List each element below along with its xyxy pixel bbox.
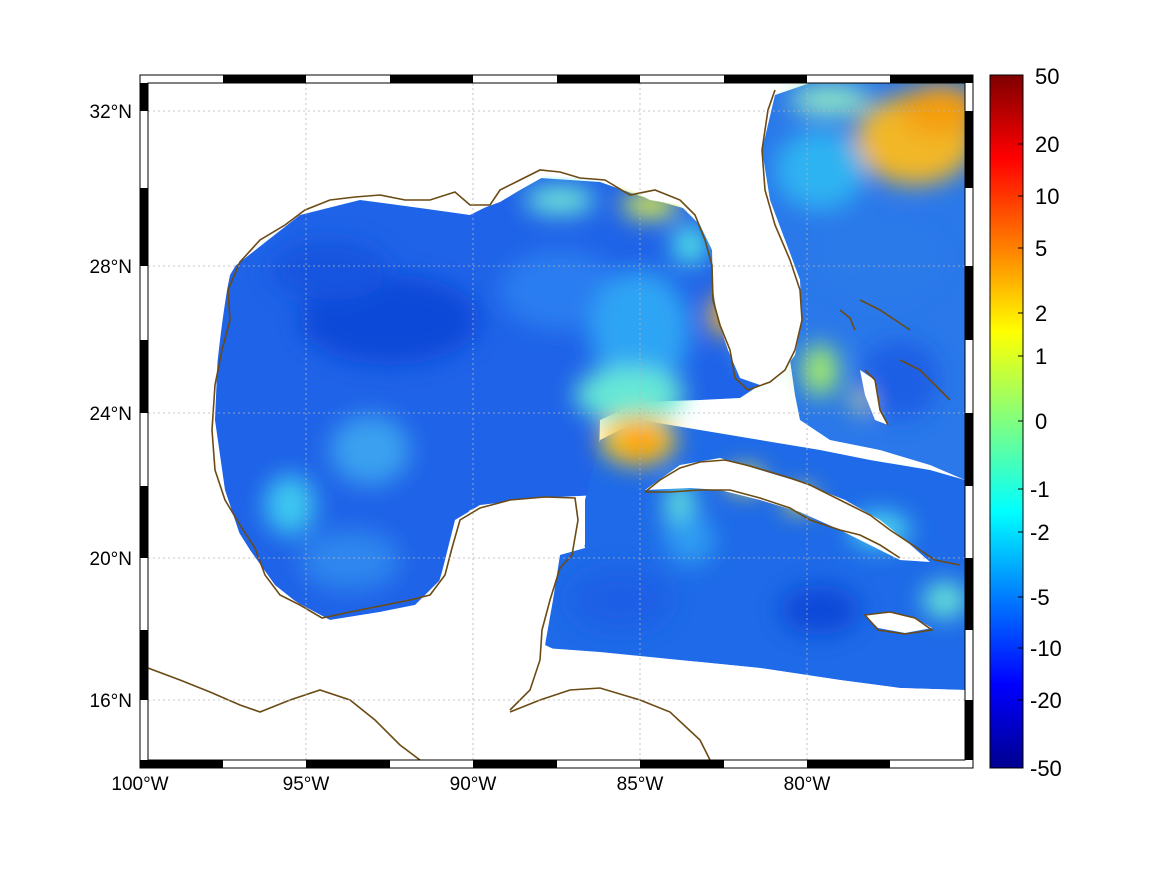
lon-tick-labels: 100°W 95°W 90°W 85°W 80°W (111, 774, 830, 795)
lat-tick-label: 24°N (90, 404, 132, 425)
colorbar: 50 20 10 5 2 1 0 -1 -2 -5 -10 -20 -50 (990, 64, 1062, 781)
lon-tick-label: 85°W (617, 774, 664, 795)
colorbar-label: 0 (1035, 409, 1047, 434)
colorbar-label: -5 (1030, 585, 1050, 610)
lon-tick-label: 80°W (784, 774, 831, 795)
lat-tick-label: 16°N (90, 691, 132, 712)
colorbar-label: -20 (1030, 688, 1062, 713)
lat-tick-label: 20°N (90, 549, 132, 570)
lat-tick-label: 28°N (90, 257, 132, 278)
colorbar-label: 5 (1035, 236, 1047, 261)
colorbar-label: 1 (1035, 344, 1047, 369)
lon-tick-label: 95°W (283, 774, 330, 795)
colorbar-label: 2 (1035, 301, 1047, 326)
colorbar-label: -1 (1030, 477, 1050, 502)
colorbar-label: 50 (1035, 64, 1059, 89)
lat-tick-labels: 32°N 28°N 24°N 20°N 16°N (90, 102, 132, 712)
colorbar-label: -2 (1030, 520, 1050, 545)
lon-tick-label: 90°W (450, 774, 497, 795)
colorbar-labels: 50 20 10 5 2 1 0 -1 -2 -5 -10 -20 -50 (1030, 64, 1062, 781)
lat-tick-label: 32°N (90, 102, 132, 123)
lon-tick-label: 100°W (111, 774, 168, 795)
colorbar-label: -50 (1030, 756, 1062, 781)
colorbar-label: -10 (1030, 636, 1062, 661)
colorbar-label: 20 (1035, 132, 1059, 157)
colorbar-label: 10 (1035, 184, 1059, 209)
